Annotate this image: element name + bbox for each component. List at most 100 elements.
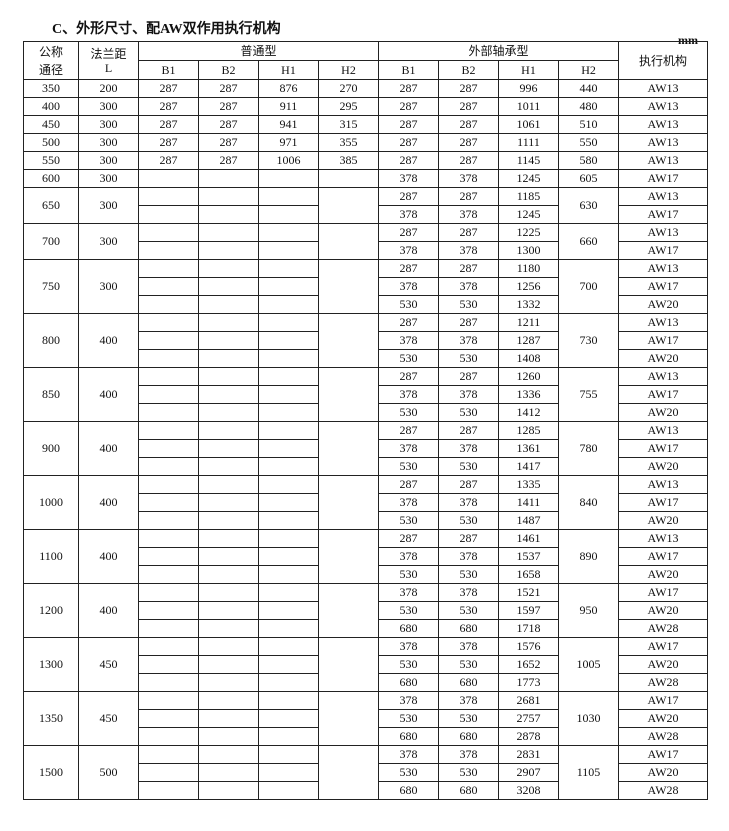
ext-h2-cell: 780 [558, 421, 620, 476]
ext-b2-cell: 287 [438, 97, 500, 116]
normal-b2-cell: 287 [198, 79, 259, 98]
ext-b2-cell: 287 [438, 223, 500, 242]
ext-h1-cell: 1658 [498, 565, 560, 584]
ext-b1-cell: 287 [378, 187, 440, 206]
normal-h1-cell [258, 619, 319, 638]
normal-h2-cell [317, 169, 380, 188]
header-ext-h2: H2 [558, 60, 620, 80]
actuator-cell: AW17 [618, 277, 709, 296]
normal-b1-cell [138, 637, 199, 656]
normal-h2-cell [317, 475, 380, 530]
normal-h1-cell [258, 601, 319, 620]
actuator-cell: AW28 [618, 727, 709, 746]
normal-h1-cell: 941 [258, 115, 319, 134]
ext-b2-cell: 378 [438, 745, 500, 764]
table-row: 650 300 287 287 1185 630 AW13 [23, 187, 709, 224]
ext-b2-cell: 530 [438, 457, 500, 476]
ext-h2-cell: 580 [558, 151, 620, 170]
ext-b1-cell: 530 [378, 349, 440, 368]
normal-h2-cell [317, 637, 380, 692]
ext-b2-cell: 378 [438, 169, 500, 188]
normal-b2-cell [198, 331, 259, 350]
normal-b1-cell [138, 709, 199, 728]
ext-h1-cell: 1335 [498, 475, 560, 494]
normal-b2-cell [198, 781, 259, 800]
ext-b2-cell: 287 [438, 313, 500, 332]
table-row: 700 300 287 287 1225 660 AW13 [23, 223, 709, 260]
actuator-cell: AW20 [618, 403, 709, 422]
ext-b1-cell: 378 [378, 331, 440, 350]
normal-b2-cell [198, 313, 259, 332]
ext-b1-cell: 287 [378, 151, 440, 170]
normal-h2-cell: 385 [317, 151, 380, 170]
table-row: 530 530 2757 AW20 [24, 709, 709, 728]
ext-h1-cell: 1537 [498, 547, 560, 566]
ext-b2-cell: 378 [438, 385, 500, 404]
normal-b1-cell [138, 745, 199, 764]
ext-h2-cell: 1105 [558, 745, 620, 800]
ext-h1-cell: 1245 [498, 169, 560, 188]
table-row: 500 300 287 287 971 355 287 287 1111 550 AW13 [23, 133, 709, 152]
actuator-cell: AW13 [618, 97, 709, 116]
normal-h1-cell [258, 367, 319, 386]
actuator-cell: AW17 [618, 493, 709, 512]
normal-b2-cell [198, 691, 259, 710]
actuator-cell: AW20 [618, 295, 709, 314]
ext-b1-cell: 378 [378, 169, 440, 188]
nominal-diameter-cell: 850 [23, 367, 79, 422]
ext-b1-cell: 530 [378, 457, 440, 476]
normal-h1-cell [258, 223, 319, 242]
table-row: 400 300 287 287 911 295 287 287 1011 480 AW13 [23, 97, 709, 116]
normal-b1-cell [138, 259, 199, 278]
ext-b1-cell: 378 [378, 205, 440, 224]
ext-b1-cell: 378 [378, 745, 440, 764]
normal-b2-cell [198, 259, 259, 278]
ext-b1-cell: 287 [378, 79, 440, 98]
normal-b2-cell: 287 [198, 151, 259, 170]
normal-b2-cell [198, 187, 259, 206]
normal-h1-cell [258, 565, 319, 584]
ext-h1-cell: 1300 [498, 241, 560, 260]
normal-h2-cell: 315 [317, 115, 380, 134]
header-flange-distance: 法兰距 L [78, 41, 139, 80]
ext-h1-cell: 1180 [498, 259, 560, 278]
actuator-cell: AW20 [618, 763, 709, 782]
normal-b2-cell: 287 [198, 133, 259, 152]
table-row: 1350 450 378 378 2681 1030 AW17 [23, 691, 709, 746]
nominal-diameter-cell: 750 [23, 259, 79, 314]
normal-h1-cell [258, 439, 319, 458]
normal-b2-cell [198, 763, 259, 782]
dimension-table: 公称通径 法兰距 L 普通型 外部轴承型 执行机构 B1 B2 H1 H2 B1 … [23, 41, 709, 800]
table-row: 350 200 287 287 876 270 287 287 996 440 AW13 [23, 79, 709, 98]
normal-h1-cell [258, 673, 319, 692]
normal-b2-cell [198, 439, 259, 458]
header-normal-h1: H1 [258, 60, 319, 80]
normal-h2-cell: 295 [317, 97, 380, 116]
normal-h1-cell [258, 655, 319, 674]
flange-distance-cell: 300 [78, 169, 139, 188]
actuator-cell: AW13 [618, 421, 709, 440]
table-row: 680 680 3208 AW28 [24, 781, 709, 800]
ext-h1-cell: 1652 [498, 655, 560, 674]
ext-b2-cell: 378 [438, 331, 500, 350]
flange-distance-cell: 400 [78, 475, 139, 530]
ext-b1-cell: 287 [378, 475, 440, 494]
normal-b1-cell [138, 457, 199, 476]
normal-b2-cell [198, 295, 259, 314]
normal-b1-cell [138, 421, 199, 440]
flange-distance-cell: 400 [78, 421, 139, 476]
normal-b2-cell [198, 655, 259, 674]
ext-b1-cell: 680 [378, 673, 440, 692]
normal-b1-cell [138, 565, 199, 584]
header-normal-h2: H2 [317, 60, 380, 80]
table-row: 530 530 1412 AW20 [24, 403, 709, 422]
ext-b2-cell: 530 [438, 709, 500, 728]
actuator-cell: AW13 [618, 475, 709, 494]
ext-b2-cell: 287 [438, 133, 500, 152]
normal-b1-cell [138, 349, 199, 368]
ext-b2-cell: 530 [438, 655, 500, 674]
actuator-cell: AW17 [618, 745, 709, 764]
ext-h1-cell: 3208 [498, 781, 560, 800]
header-nominal-diameter: 公称通径 [23, 41, 79, 80]
header-normal-b1: B1 [138, 60, 199, 80]
